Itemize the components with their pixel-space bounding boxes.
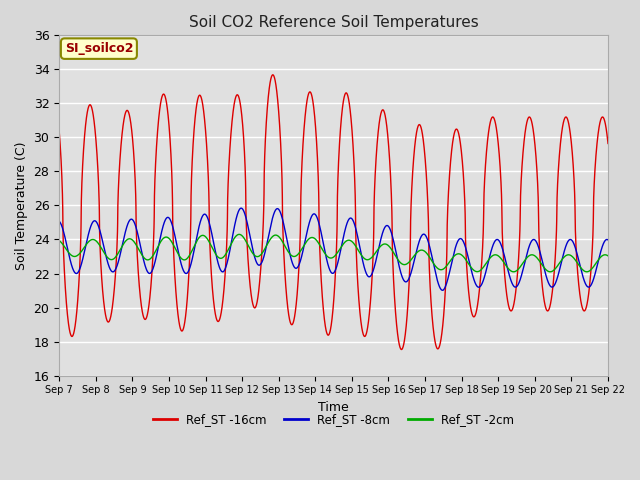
Ref_ST -16cm [242, 183, 250, 189]
Ref_ST -16cm [604, 141, 612, 146]
Line: Ref_ST -8cm: Ref_ST -8cm [59, 208, 608, 290]
Ref_ST -16cm [269, 72, 276, 78]
Ref_ST -16cm [397, 347, 405, 352]
Ref_ST -8cm [315, 221, 323, 227]
Ref_ST -16cm [456, 141, 464, 147]
Ref_ST -2cm [472, 269, 480, 275]
X-axis label: Time: Time [318, 401, 349, 414]
Ref_ST -2cm [236, 231, 243, 237]
Ref_ST -8cm [604, 237, 612, 243]
Ref_ST -2cm [456, 252, 464, 257]
Ref_ST -8cm [456, 236, 464, 241]
Ref_ST -2cm [581, 268, 589, 274]
Ref_ST -8cm [575, 255, 582, 261]
Ref_ST -8cm [581, 280, 589, 286]
Y-axis label: Soil Temperature (C): Soil Temperature (C) [15, 141, 28, 270]
Ref_ST -8cm [55, 218, 63, 224]
Ref_ST -16cm [575, 277, 582, 283]
Ref_ST -8cm [237, 205, 245, 211]
Text: SI_soilco2: SI_soilco2 [65, 42, 133, 55]
Ref_ST -16cm [472, 310, 480, 316]
Ref_ST -16cm [315, 214, 323, 220]
Ref_ST -2cm [315, 241, 323, 247]
Ref_ST -16cm [581, 308, 589, 313]
Ref_ST -2cm [55, 238, 63, 243]
Ref_ST -2cm [604, 253, 612, 259]
Ref_ST -2cm [242, 238, 250, 244]
Ref_ST -8cm [439, 288, 447, 293]
Ref_ST -8cm [242, 214, 250, 220]
Title: Soil CO2 Reference Soil Temperatures: Soil CO2 Reference Soil Temperatures [189, 15, 479, 30]
Ref_ST -2cm [575, 261, 582, 267]
Ref_ST -8cm [472, 282, 480, 288]
Line: Ref_ST -2cm: Ref_ST -2cm [59, 234, 608, 272]
Line: Ref_ST -16cm: Ref_ST -16cm [59, 75, 608, 349]
Legend: Ref_ST -16cm, Ref_ST -8cm, Ref_ST -2cm: Ref_ST -16cm, Ref_ST -8cm, Ref_ST -2cm [148, 408, 519, 431]
Ref_ST -16cm [55, 128, 63, 133]
Ref_ST -2cm [510, 269, 518, 275]
